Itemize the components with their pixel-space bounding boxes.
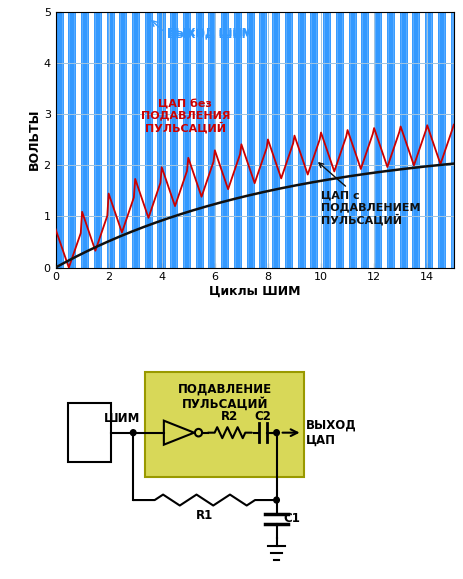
Circle shape [274, 497, 279, 503]
Circle shape [131, 430, 136, 435]
Text: R2: R2 [221, 411, 238, 423]
Text: ЦАП с
ПОДАВЛЕНИЕМ
ПУЛЬСАЦИЙ: ЦАП с ПОДАВЛЕНИЕМ ПУЛЬСАЦИЙ [319, 163, 420, 226]
X-axis label: Циклы ШИМ: Циклы ШИМ [209, 285, 300, 298]
Text: ПОДАВЛЕНИЕ
ПУЛЬСАЦИЙ: ПОДАВЛЕНИЕ ПУЛЬСАЦИЙ [178, 382, 272, 411]
Text: ШИМ: ШИМ [104, 412, 141, 425]
Text: C2: C2 [254, 411, 271, 423]
Text: R1: R1 [196, 510, 213, 522]
Bar [145, 372, 305, 477]
Text: ВЫХОД ШИМ: ВЫХОД ШИМ [167, 30, 253, 39]
Text: C1: C1 [284, 512, 300, 526]
Bar [68, 403, 111, 462]
Text: ЦАП без
ПОДАВЛЕНИЯ
ПУЛЬСАЦИЙ: ЦАП без ПОДАВЛЕНИЯ ПУЛЬСАЦИЙ [140, 98, 230, 134]
Text: ВЫХОД ШИМ: ВЫХОД ШИМ [167, 27, 253, 37]
Circle shape [274, 430, 279, 435]
Text: ВЫХОД
ЦАП: ВЫХОД ЦАП [306, 419, 357, 446]
Y-axis label: ВОЛЬТЫ: ВОЛЬТЫ [28, 109, 41, 170]
